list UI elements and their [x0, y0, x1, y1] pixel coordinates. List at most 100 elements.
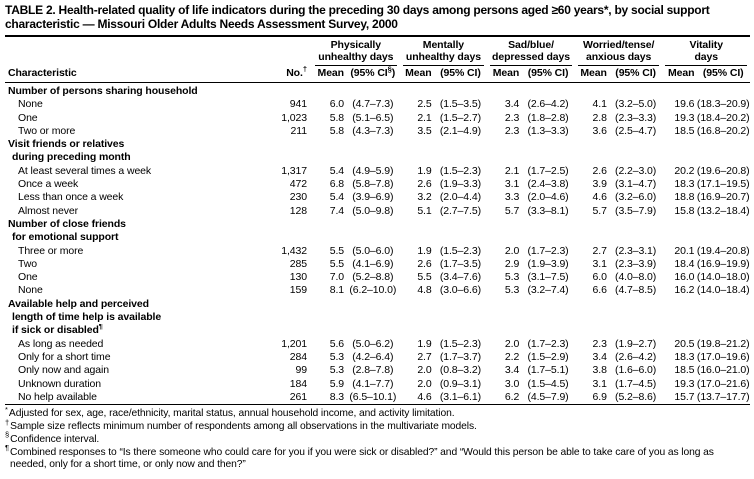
- no-cell: 1,432: [281, 244, 307, 257]
- mean-cell: 2.1: [417, 111, 432, 124]
- mean-cell: 2.0: [417, 364, 432, 377]
- mean-cell: 3.1: [592, 257, 607, 270]
- mean-cell: 4.6: [592, 191, 607, 204]
- footnote-combined-responses: ¶Combined responses to “Is there someone…: [5, 443, 714, 471]
- footnote-marker: ¶: [5, 443, 10, 453]
- mean-header: Mean: [574, 66, 609, 83]
- ci-cell: (3.1–7.5): [527, 271, 569, 284]
- ci-cell: (14.0–18.0): [696, 271, 750, 284]
- row-label: Almost never: [18, 204, 79, 217]
- table-row: None 941 6.0 (4.7–7.3) 2.5 (1.5–3.5) 3.4 (2.6–4…: [5, 98, 750, 111]
- table-body: Number of persons sharing household None 9…: [5, 83, 750, 405]
- mean-cell: 18.3: [674, 350, 695, 363]
- mean-cell: 2.5: [417, 98, 432, 111]
- ci-header: (95% CI§): [346, 65, 400, 83]
- mean-cell: 3.9: [592, 178, 607, 191]
- ci-cell: (4.9–5.9): [352, 164, 394, 177]
- characteristic-header: Characteristic: [5, 66, 256, 83]
- group-label-line: depressed days: [492, 50, 571, 63]
- mean-cell: 18.3: [674, 178, 695, 191]
- row-label: As long as needed: [18, 337, 104, 350]
- ci-cell: (4.1–7.7): [352, 377, 394, 390]
- ci-cell: (3.4–7.6): [439, 271, 481, 284]
- corner-cell: [5, 37, 312, 66]
- ci-cell: (4.5–7.9): [527, 390, 569, 403]
- table-row: As long as needed 1,201 5.6 (5.0–6.2) 1.9 (1.…: [5, 338, 750, 351]
- mean-cell: 4.6: [417, 390, 432, 403]
- mean-cell: 6.6: [592, 284, 607, 297]
- footnote-marker: *: [5, 404, 8, 414]
- col-group-vitality-days: Vitality days: [662, 37, 750, 66]
- ci-cell: (2.4–3.8): [527, 178, 569, 191]
- mean-cell: 18.4: [674, 257, 695, 270]
- group-label-line: Vitality: [689, 39, 724, 51]
- ci-header: (95% CI): [433, 66, 488, 83]
- no-cell: 1,201: [281, 337, 307, 350]
- mean-cell: 5.8: [329, 111, 344, 124]
- group-label-line: Sad/blue/: [508, 39, 554, 51]
- mean-cell: 5.4: [329, 191, 344, 204]
- mean-cell: 6.2: [504, 390, 520, 403]
- ci-cell: (1.8–2.8): [527, 111, 569, 124]
- ci-cell: (1.7–5.1): [527, 364, 569, 377]
- table-title: TABLE 2. Health-related quality of life …: [5, 3, 750, 37]
- table-row: Unknown duration 184 5.9 (4.1–7.7) 2.0 (0.9–3…: [5, 378, 750, 391]
- mean-cell: 15.8: [674, 204, 695, 217]
- mean-cell: 5.6: [329, 337, 344, 350]
- ci-header: (95% CI): [521, 66, 575, 83]
- ci-cell: (3.5–7.9): [615, 204, 657, 217]
- group-label-line: unhealthy days: [405, 50, 481, 63]
- mean-cell: 3.6: [592, 124, 607, 137]
- mean-cell: 16.2: [674, 284, 695, 297]
- section-header-row: length of time help is available: [5, 311, 750, 324]
- ci-cell: (4.2–6.4): [352, 350, 394, 363]
- mean-cell: 19.3: [674, 377, 695, 390]
- ci-cell: (16.0–21.0): [696, 364, 750, 377]
- ci-cell: (18.3–20.9): [696, 98, 750, 111]
- footnote-marker: ¶: [98, 324, 103, 331]
- mean-cell: 3.1: [592, 377, 607, 390]
- ci-cell: (1.7–2.3): [527, 337, 569, 350]
- ci-cell: (2.3–3.1): [615, 244, 657, 257]
- col-group-sad-blue-depressed-days: Sad/blue/ depressed days: [487, 37, 575, 66]
- ci-cell: (3.2–5.0): [615, 98, 657, 111]
- no-cell: 211: [290, 124, 308, 137]
- row-label: Only for a short time: [18, 350, 111, 363]
- ci-cell: (6.5–10.1): [349, 390, 397, 403]
- section-header: Visit friends or relatives: [8, 138, 125, 151]
- no-cell: 184: [289, 377, 307, 390]
- section-header-row: Available help and perceived: [5, 298, 750, 311]
- ci-cell: (5.0–6.0): [352, 244, 394, 257]
- ci-cell: (3.0–6.6): [439, 284, 481, 297]
- ci-cell: (4.0–8.0): [615, 271, 657, 284]
- mean-cell: 20.2: [674, 164, 695, 177]
- section-header: for emotional support: [12, 231, 119, 244]
- mean-cell: 3.1: [504, 178, 520, 191]
- mean-cell: 2.3: [504, 124, 520, 137]
- row-label: At least several times a week: [18, 164, 152, 177]
- ci-cell: (1.9–3.3): [439, 178, 481, 191]
- mean-cell: 3.3: [504, 191, 520, 204]
- footnote-adjusted: *Adjusted for sex, age, race/ethnicity, …: [5, 404, 455, 420]
- mean-cell: 1.9: [417, 337, 432, 350]
- column-header-row: Characteristic No.† Mean (95% CI§) Mean …: [5, 64, 751, 83]
- ci-cell: (5.2–8.6): [615, 390, 657, 403]
- ci-cell: (5.2–8.8): [352, 271, 394, 284]
- ci-cell: (18.4–20.2): [696, 111, 750, 124]
- section-header-row: Number of persons sharing household: [5, 83, 750, 99]
- table-row: Two or more 211 5.8 (4.3–7.3) 3.5 (2.1–4.9) 2.…: [5, 125, 750, 138]
- mean-cell: 6.8: [329, 178, 344, 191]
- footnote-marker: †: [302, 64, 307, 74]
- section-header-row: if sick or disabled¶: [5, 324, 750, 337]
- table-row: No help available 261 8.3 (6.5–10.1) 4.6 (3.1…: [5, 391, 750, 405]
- ci-cell: (3.1–4.7): [615, 178, 657, 191]
- mean-cell: 2.3: [592, 337, 607, 350]
- footnotes: *Adjusted for sex, age, race/ethnicity, …: [5, 405, 753, 472]
- ci-cell: (17.0–19.6): [696, 350, 750, 363]
- table-row: Only now and again 99 5.3 (2.8–7.8) 2.0 (0.8–…: [5, 364, 750, 377]
- ci-cell: (1.5–2.9): [527, 350, 569, 363]
- mean-cell: 8.1: [329, 284, 344, 297]
- row-label: Once a week: [18, 178, 79, 191]
- row-label: One: [18, 271, 38, 284]
